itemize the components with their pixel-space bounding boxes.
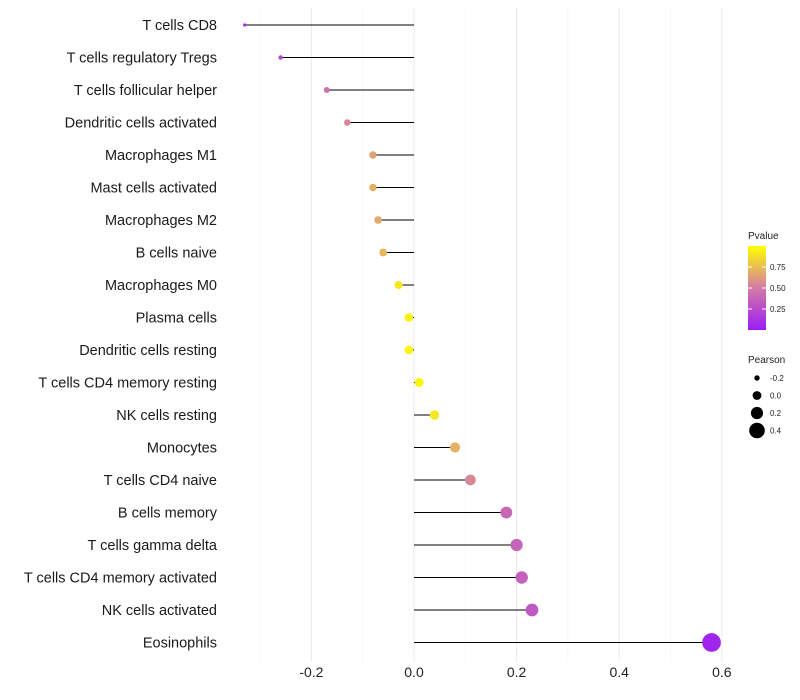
category-label: Macrophages M0 bbox=[105, 278, 217, 294]
category-label: T cells regulatory Tregs bbox=[67, 51, 217, 67]
x-tick-label: -0.2 bbox=[299, 664, 323, 680]
category-label: Monocytes bbox=[147, 441, 217, 457]
category-label: NK cells resting bbox=[116, 408, 217, 424]
lollipop-points bbox=[243, 23, 721, 652]
pearson-legend: Pearson -0.2 0.0 0.2 0.4 bbox=[748, 355, 785, 439]
x-tick-label: 0.6 bbox=[712, 664, 732, 680]
lollipop-point bbox=[500, 506, 513, 519]
lollipop-point bbox=[243, 23, 247, 27]
lollipop-point bbox=[510, 538, 523, 552]
lollipop-point bbox=[394, 280, 403, 290]
pvalue-colorbar bbox=[748, 246, 766, 330]
category-label: B cells memory bbox=[118, 506, 218, 522]
lollipop-point bbox=[449, 442, 461, 453]
category-label: T cells CD4 memory resting bbox=[38, 376, 217, 392]
lollipop-point bbox=[525, 603, 539, 617]
pvalue-tick-label: 0.50 bbox=[770, 284, 786, 293]
pearson-legend-label: 0.0 bbox=[770, 392, 782, 401]
pvalue-legend-title: Pvalue bbox=[748, 231, 779, 242]
pearson-legend-key bbox=[750, 406, 764, 420]
category-label: Mast cells activated bbox=[90, 181, 217, 197]
lollipop-point bbox=[515, 571, 528, 584]
category-label: B cells naive bbox=[136, 246, 217, 262]
lollipop-point bbox=[374, 216, 382, 224]
y-axis-category-labels: T cells CD8 T cells regulatory Tregs T cel… bbox=[24, 18, 218, 652]
category-label: Eosinophils bbox=[143, 636, 217, 652]
category-label: Macrophages M2 bbox=[105, 213, 217, 229]
x-tick-label: 0.0 bbox=[404, 664, 424, 680]
grid-lines bbox=[259, 8, 723, 662]
lollipop-point bbox=[278, 55, 283, 60]
pearson-legend-key bbox=[752, 391, 762, 400]
lollipop-point bbox=[465, 474, 476, 486]
category-label: T cells CD8 bbox=[142, 18, 217, 34]
category-label: Plasma cells bbox=[136, 311, 217, 327]
category-label: Dendritic cells resting bbox=[79, 343, 217, 359]
category-label: T cells gamma delta bbox=[88, 538, 218, 554]
lollipop-point bbox=[429, 410, 440, 420]
category-label: T cells CD4 naive bbox=[104, 473, 217, 489]
pearson-legend-title: Pearson bbox=[748, 355, 785, 366]
lollipop-point bbox=[379, 248, 388, 257]
lollipop-point bbox=[369, 183, 377, 192]
x-tick-label: 0.2 bbox=[507, 664, 527, 680]
pearson-legend-label: 0.2 bbox=[770, 409, 782, 418]
lollipop-stems bbox=[244, 24, 712, 643]
x-axis-tick-labels: -0.2 0.0 0.2 0.4 0.6 bbox=[299, 664, 731, 680]
lollipop-point bbox=[702, 633, 721, 652]
pearson-legend-label: 0.4 bbox=[770, 427, 782, 436]
pvalue-legend: Pvalue 0.25 0.50 0.75 bbox=[748, 231, 786, 330]
lollipop-point bbox=[404, 313, 414, 322]
pearson-legend-key bbox=[754, 375, 760, 381]
category-label: Dendritic cells activated bbox=[65, 116, 217, 132]
pvalue-tick-label: 0.25 bbox=[770, 305, 786, 314]
category-label: Macrophages M1 bbox=[105, 148, 217, 164]
lollipop-point bbox=[323, 87, 330, 93]
category-label: T cells CD4 memory activated bbox=[24, 571, 217, 587]
lollipop-point bbox=[344, 119, 351, 126]
pearson-legend-label: -0.2 bbox=[770, 374, 784, 383]
pvalue-tick-label: 0.75 bbox=[770, 263, 786, 272]
category-label: NK cells activated bbox=[102, 603, 217, 619]
pearson-legend-key bbox=[749, 422, 765, 439]
lollipop-point bbox=[414, 378, 424, 387]
lollipop-point bbox=[404, 345, 414, 355]
lollipop-point bbox=[369, 151, 377, 159]
x-tick-label: 0.4 bbox=[609, 664, 629, 680]
category-label: T cells follicular helper bbox=[74, 83, 217, 99]
